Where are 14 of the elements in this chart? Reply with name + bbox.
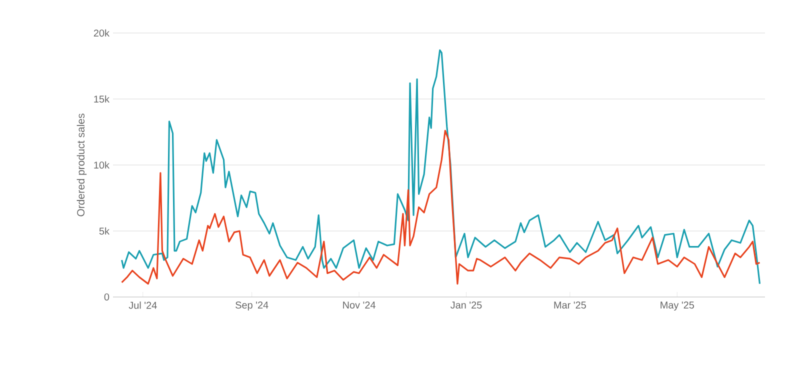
y-tick-label: 15k <box>94 95 110 103</box>
x-tick-label: May '25 <box>660 302 694 311</box>
x-tick-label: Jul '24 <box>128 302 157 309</box>
y-tick-label: 10k <box>94 161 110 169</box>
y-tick-label: 0 <box>104 293 110 301</box>
y-tick-label: 5k <box>99 227 110 235</box>
line-series <box>120 130 761 285</box>
x-tick-label: Mar '25 <box>554 302 586 309</box>
x-tick-label: Sep '24 <box>236 302 268 311</box>
y-axis-title: Ordered product sales <box>76 114 87 216</box>
line-series <box>120 49 761 285</box>
x-tick-label: Nov '24 <box>343 302 376 309</box>
x-tick-label: Jan '25 <box>450 302 482 309</box>
y-tick-label: 20k <box>94 29 110 37</box>
